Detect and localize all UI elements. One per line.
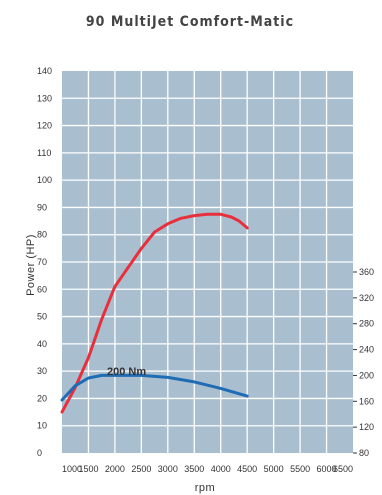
y-tick-label: 120 bbox=[37, 121, 52, 131]
y-tick-label: 90 bbox=[37, 202, 47, 212]
y-tick-label: 140 bbox=[37, 66, 52, 76]
x-tick-label: 3500 bbox=[184, 464, 204, 474]
x-tick-label: 4500 bbox=[237, 464, 257, 474]
y-tick-label: 100 bbox=[37, 175, 52, 185]
x-tick-label: 2000 bbox=[105, 464, 125, 474]
y-tick-label: 10 bbox=[37, 421, 47, 431]
y-tick-label: 40 bbox=[37, 339, 47, 349]
torque-annotation: 200 Nm bbox=[107, 366, 146, 378]
y2-tick-label: 320 bbox=[359, 293, 374, 303]
y2-axis-ticks: 80 120 160 200 240 280 320 360 bbox=[353, 267, 374, 458]
y2-tick-label: 80 bbox=[359, 448, 369, 458]
y2-tick-label: 200 bbox=[359, 370, 374, 380]
y-tick-label: 60 bbox=[37, 284, 47, 294]
x-tick-label: 1000 bbox=[62, 464, 82, 474]
y-tick-label: 110 bbox=[37, 148, 51, 158]
y-tick-label: 70 bbox=[37, 257, 47, 267]
y-axis-ticks: 0 10 20 30 40 50 60 70 80 90 100 110 120 130 140 bbox=[37, 66, 52, 458]
chart-title: 90 MultiJet Comfort-Matic bbox=[86, 14, 294, 30]
y-tick-label: 130 bbox=[37, 93, 52, 103]
x-tick-label: 1500 bbox=[78, 464, 98, 474]
y2-tick-label: 120 bbox=[359, 422, 374, 432]
y2-tick-label: 240 bbox=[359, 345, 374, 355]
y-axis-label: Power (HP) bbox=[25, 234, 37, 296]
y-tick-label: 0 bbox=[37, 448, 42, 458]
x-tick-label: 2500 bbox=[131, 464, 151, 474]
y2-tick-label: 360 bbox=[359, 267, 374, 277]
x-tick-label: 5500 bbox=[290, 464, 310, 474]
series-lines bbox=[60, 212, 249, 414]
y-tick-label: 20 bbox=[37, 393, 47, 403]
y2-tick-label: 160 bbox=[359, 396, 374, 406]
x-tick-label: 3000 bbox=[158, 464, 178, 474]
x-tick-label: 6500 bbox=[333, 464, 353, 474]
y-tick-label: 30 bbox=[37, 366, 47, 376]
y-tick-label: 80 bbox=[37, 230, 47, 240]
series-line-1 bbox=[60, 212, 249, 414]
grid-lines bbox=[62, 71, 353, 453]
series-line-2 bbox=[60, 373, 249, 402]
x-tick-label: 6000 bbox=[317, 464, 337, 474]
x-tick-label: 5000 bbox=[264, 464, 284, 474]
y-tick-label: 50 bbox=[37, 312, 47, 322]
x-axis-label: rpm bbox=[195, 482, 215, 494]
x-tick-label: 4000 bbox=[211, 464, 231, 474]
y2-tick-label: 280 bbox=[359, 319, 374, 329]
